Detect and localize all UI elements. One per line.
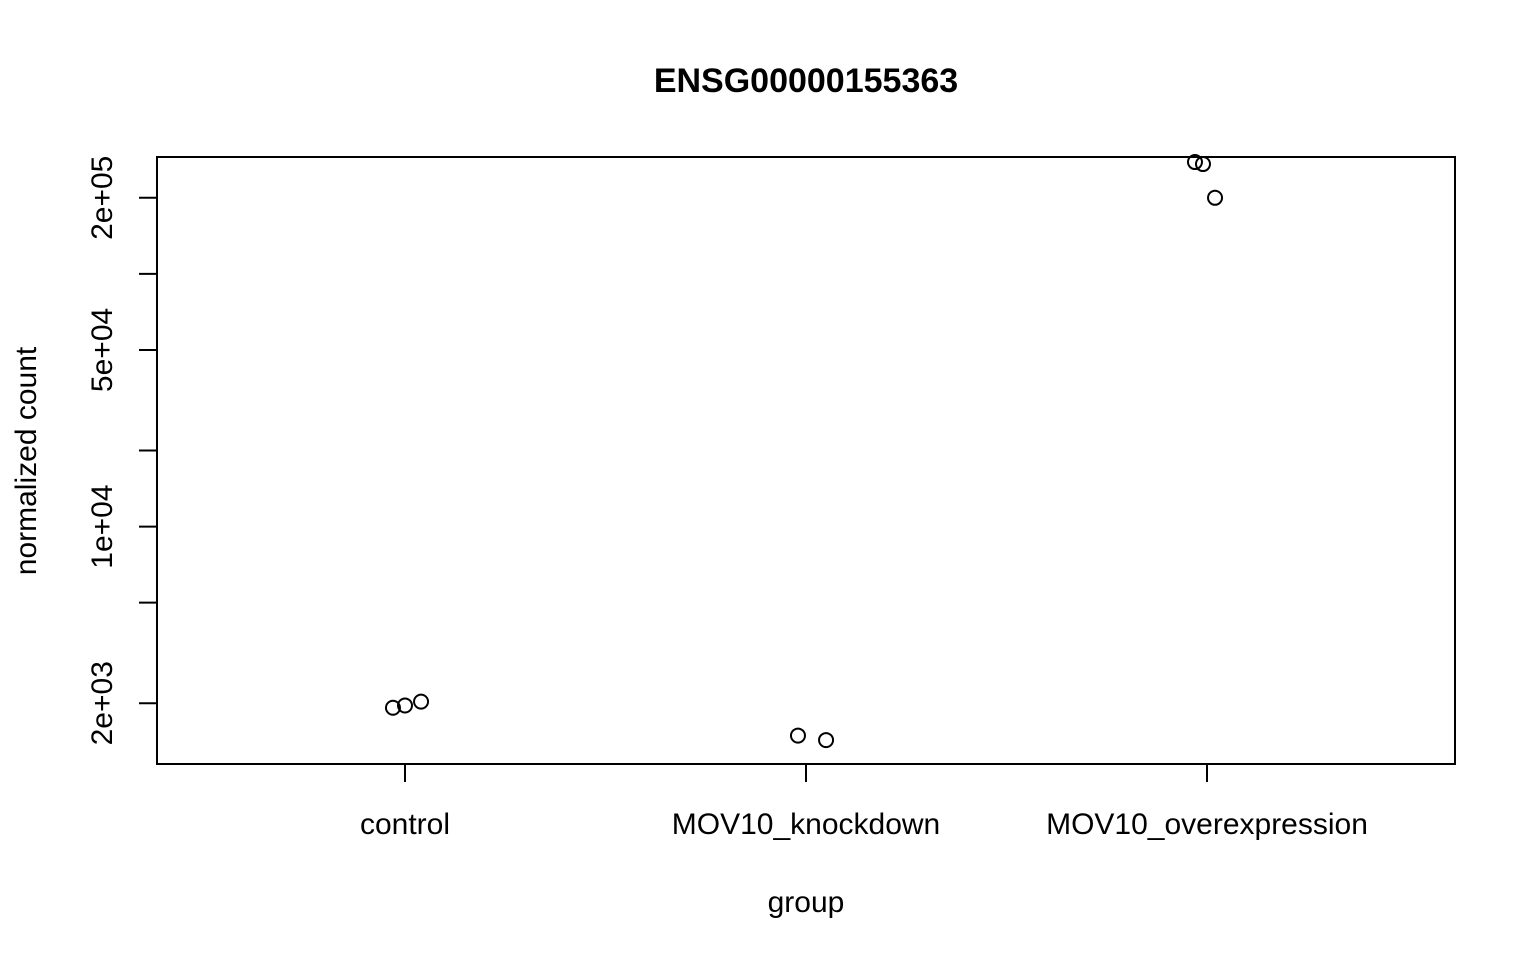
y-tick-label: 1e+04 xyxy=(86,484,119,568)
data-point xyxy=(384,699,401,716)
y-tick-label: 2e+05 xyxy=(86,156,119,240)
y-axis-title: normalized count xyxy=(10,346,43,575)
x-tick-label: control xyxy=(360,808,450,841)
chart-title: ENSG00000155363 xyxy=(654,62,958,100)
y-tick-label: 2e+03 xyxy=(86,661,119,745)
data-point xyxy=(789,727,806,744)
y-tick-label: 5e+04 xyxy=(86,308,119,392)
y-axis: 2e+03 1e+04 5e+04 2e+05 xyxy=(86,156,157,745)
data-point xyxy=(818,732,835,749)
data-point xyxy=(1194,156,1211,173)
x-axis: control MOV10_knockdown MOV10_overexpressi… xyxy=(360,764,1368,841)
data-points xyxy=(384,154,1224,749)
x-tick-label: MOV10_overexpression xyxy=(1046,808,1368,841)
x-tick-label: MOV10_knockdown xyxy=(672,808,940,841)
data-point xyxy=(397,697,413,714)
data-point xyxy=(1207,189,1224,206)
data-point xyxy=(1186,154,1203,171)
plot-frame xyxy=(156,156,1456,765)
x-axis-title: group xyxy=(768,886,845,919)
data-point xyxy=(413,693,430,710)
